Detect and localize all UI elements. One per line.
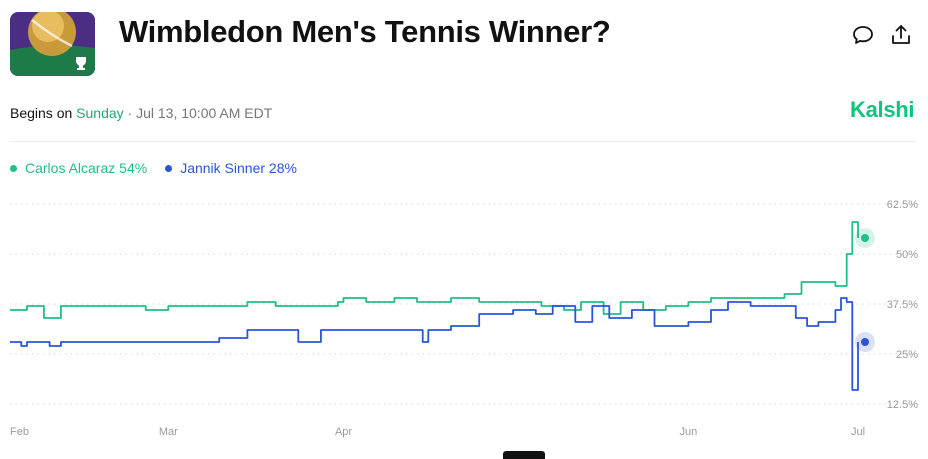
share-icon[interactable] [888, 22, 914, 48]
x-tick-label: Apr [335, 426, 352, 438]
legend-dot [10, 164, 17, 172]
legend-series-name: Carlos Alcaraz [25, 160, 116, 176]
divider [10, 141, 916, 142]
x-tick-label: Jul [851, 426, 865, 438]
event-thumbnail [10, 12, 95, 76]
begins-day: Sunday [76, 105, 124, 121]
current-value-point [861, 338, 869, 346]
y-tick-label: 37.5% [887, 299, 918, 311]
legend-label: Jannik Sinner 28% [180, 160, 297, 176]
y-tick-label: 12.5% [887, 399, 918, 411]
legend-item-sinner[interactable]: Jannik Sinner 28% [165, 160, 297, 176]
event-start-info: Begins on Sunday · Jul 13, 10:00 AM EDT [10, 105, 272, 121]
legend-dot [165, 164, 173, 172]
y-tick-label: 50% [896, 249, 918, 261]
current-value-point [861, 234, 869, 242]
y-tick-label: 62.5% [887, 199, 918, 211]
x-tick-label: Jun [680, 426, 698, 438]
legend-series-value: 28% [268, 160, 297, 176]
x-tick-label: Mar [159, 426, 178, 438]
brand-logo[interactable]: Kalshi [850, 97, 915, 122]
y-tick-label: 25% [896, 349, 918, 361]
chart-legend: Carlos Alcaraz 54% Jannik Sinner 28% [10, 160, 297, 176]
legend-label: Carlos Alcaraz 54% [25, 160, 147, 176]
legend-series-value: 54% [119, 160, 148, 176]
comment-icon[interactable] [850, 22, 876, 48]
legend-item-alcaraz[interactable]: Carlos Alcaraz 54% [10, 160, 147, 176]
page-title: Wimbledon Men's Tennis Winner? [119, 14, 611, 49]
price-chart[interactable]: 12.5% 25% 37.5% 50% 62.5% Feb Mar Apr Jun Jul [0, 190, 928, 456]
legend-series-name: Jannik Sinner [180, 160, 266, 176]
begins-label: Begins on [10, 105, 73, 121]
begins-datetime: · Jul 13, 10:00 AM EDT [127, 105, 273, 121]
x-tick-label: Feb [10, 426, 29, 438]
bottom-handle[interactable] [503, 451, 545, 459]
series-line-0 [10, 221, 859, 319]
series-line-1 [10, 297, 859, 391]
